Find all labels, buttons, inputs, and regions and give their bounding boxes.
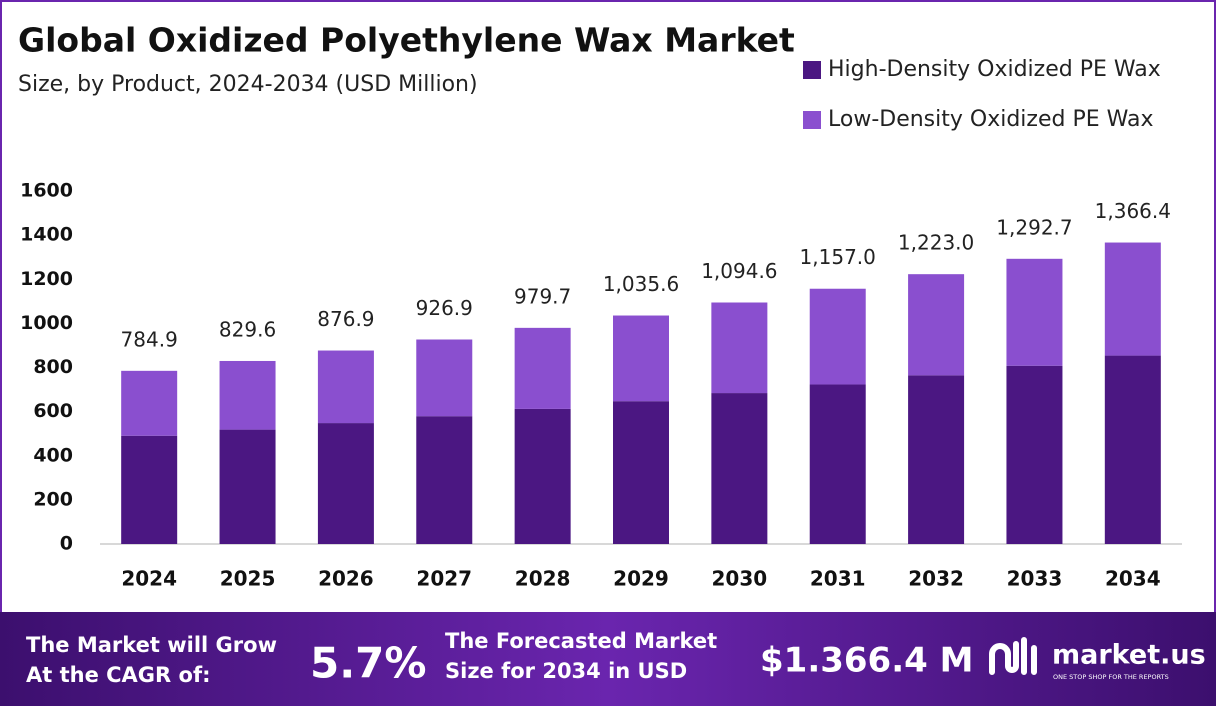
bar-segment <box>809 288 866 385</box>
x-tick-label: 2034 <box>1105 567 1161 591</box>
forecast-text: Size for 2034 in USD <box>445 659 687 683</box>
bar-segment <box>1006 258 1063 366</box>
cagr-text: The Market will Grow <box>26 633 277 657</box>
bar-segment <box>1006 365 1063 544</box>
y-tick-label: 600 <box>33 400 73 422</box>
y-tick-label: 1400 <box>20 224 73 246</box>
total-label: 784.9 <box>121 327 178 351</box>
forecast-value: $1.366.4 M <box>760 641 973 681</box>
bar-segment <box>317 350 374 424</box>
bar-segment <box>711 393 768 544</box>
bar-segment <box>121 435 178 544</box>
bar-segment <box>1104 242 1161 356</box>
x-tick-label: 2030 <box>712 567 768 591</box>
bar-segment <box>908 375 965 544</box>
bar-segment <box>514 408 571 544</box>
footer: The Market will Grow At the CAGR of: 5.7… <box>26 629 1206 688</box>
total-label: 829.6 <box>219 317 276 341</box>
legend-label: Low-Density Oxidized PE Wax <box>828 107 1153 132</box>
bar-segment <box>613 401 669 544</box>
y-tick-label: 800 <box>33 356 73 378</box>
legend-label: High-Density Oxidized PE Wax <box>828 57 1161 82</box>
total-label: 1,157.0 <box>800 245 876 269</box>
total-label: 1,223.0 <box>898 231 974 255</box>
x-tick-label: 2028 <box>515 567 571 591</box>
y-tick-label: 1600 <box>20 180 73 202</box>
x-tick-label: 2033 <box>1007 567 1063 591</box>
total-label: 1,292.7 <box>996 215 1072 239</box>
x-tick-label: 2025 <box>220 567 276 591</box>
y-tick-label: 400 <box>33 444 73 466</box>
bar-segment <box>613 315 669 402</box>
chart-subtitle: Size, by Product, 2024-2034 (USD Million… <box>18 72 478 97</box>
bar-segment <box>1104 355 1161 544</box>
x-tick-label: 2027 <box>416 567 472 591</box>
total-label: 1,035.6 <box>603 272 679 296</box>
total-label: 1,094.6 <box>701 259 777 283</box>
bar-segment <box>908 274 965 376</box>
x-tick-label: 2029 <box>613 567 669 591</box>
y-tick-label: 1000 <box>20 312 73 334</box>
bar-segment <box>121 370 178 436</box>
x-tick-label: 2032 <box>908 567 964 591</box>
bar-segment <box>416 416 473 544</box>
tagline: ONE STOP SHOP FOR THE REPORTS <box>1053 673 1169 681</box>
total-label: 1,366.4 <box>1095 199 1171 223</box>
cagr-text: At the CAGR of: <box>26 663 211 687</box>
legend-swatch <box>803 61 821 79</box>
bar-segment <box>317 423 374 544</box>
forecast-text: The Forecasted Market <box>445 629 717 653</box>
legend-swatch <box>803 111 821 129</box>
total-label: 926.9 <box>416 296 473 320</box>
bar-segment <box>711 302 768 394</box>
bar-segment <box>809 384 866 544</box>
cagr-value: 5.7% <box>310 639 426 688</box>
total-label: 979.7 <box>514 284 571 308</box>
logo: market.us <box>1052 640 1206 671</box>
bar-segment <box>219 429 276 544</box>
y-tick-label: 1200 <box>20 268 73 290</box>
bar-segment <box>219 360 276 430</box>
total-label: 876.9 <box>317 307 374 331</box>
x-tick-label: 2026 <box>318 567 374 591</box>
chart-title: Global Oxidized Polyethylene Wax Market <box>18 21 795 60</box>
bar-segment <box>514 327 571 409</box>
y-tick-label: 200 <box>33 488 73 510</box>
y-tick-label: 0 <box>60 533 73 555</box>
x-tick-label: 2024 <box>121 567 177 591</box>
x-tick-label: 2031 <box>810 567 866 591</box>
bar-segment <box>416 339 473 417</box>
logo-icon <box>989 637 1037 675</box>
